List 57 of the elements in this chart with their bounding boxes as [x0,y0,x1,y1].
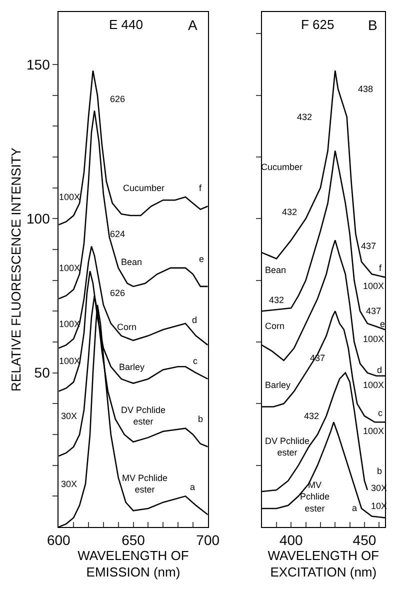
annotation: d [377,365,382,375]
annotation: Bean [121,257,142,267]
annotation: MV Pchlide ester [122,473,168,495]
annotation: 100X [59,356,80,366]
annotation: B [368,17,378,33]
annotation: 437 [361,241,376,251]
annotation: c [193,356,198,366]
y-tick-label: 150 [26,56,50,72]
annotation: a [190,482,196,492]
annotation: e [380,319,386,329]
x-tick-label: 600 [46,532,71,548]
annotation: 432 [297,112,312,122]
annotation: Cucumber [261,162,303,172]
annotation: b [377,466,382,476]
annotation: DV Pchlide ester [265,436,310,458]
annotation: Bean [265,265,286,275]
annotation: Cucumber [123,183,165,193]
annotation: 626 [110,94,126,104]
annotation: a [352,503,358,513]
annotation: d [192,315,198,325]
annotation: f [199,183,202,193]
chart-title: F 625 [301,17,334,32]
annotation: 626 [110,288,126,298]
x-tick-label: 400 [279,532,304,548]
annotation: 432 [269,295,284,305]
x-tick-label: 450 [352,532,376,548]
annotation: Corn [117,322,137,332]
y-tick-label: 100 [26,210,50,227]
annotation: c [378,408,383,418]
annotation: Barley [265,380,292,390]
annotation: 100X [59,192,80,202]
annotation: f [379,263,382,273]
annotation: 30X [61,479,78,489]
annotation: 100X [363,334,384,344]
annotation: 100X [363,281,384,291]
x-tick-label: 700 [196,532,220,548]
annotation: 432 [282,207,298,217]
x-axis-title: WAVELENGTH OF EXCITATION (nm) [268,548,380,580]
annotation: e [199,254,204,264]
annotation: b [198,414,204,424]
y-tick-label: 50 [34,364,50,381]
annotation: 438 [358,84,374,94]
y-axis-title: RELATIVE FLUORESCENCE INTENSITY [8,147,24,392]
annotation: Barley [119,362,146,372]
x-axis-title: WAVELENGTH OF EMISSION (nm) [78,548,189,580]
annotation: DV Pchlide ester [121,405,166,427]
annotation: 432 [304,411,320,421]
annotation: 100X [363,426,384,436]
annotation: 100X [363,380,384,390]
annotation: Corn [265,321,285,331]
annotation: 100X [59,263,80,273]
annotation: 30X [61,411,78,421]
annotation: A [188,17,198,33]
chart-title: E 440 [109,17,143,32]
annotation: 624 [110,229,126,239]
annotation: 437 [366,306,382,316]
x-tick-label: 650 [122,532,146,548]
